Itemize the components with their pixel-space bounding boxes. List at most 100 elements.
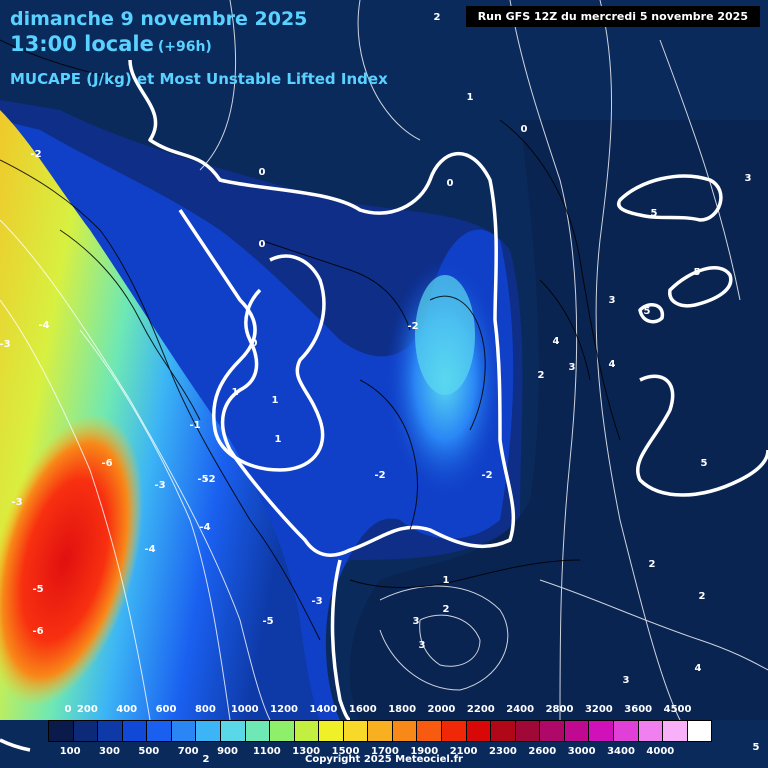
colorbar-swatch	[687, 721, 712, 741]
colorbar-tick: 600	[155, 704, 177, 715]
contour-label: 3	[413, 616, 420, 627]
cape-east-core	[415, 275, 475, 395]
colorbar-tick: 4500	[663, 704, 692, 715]
colorbar-tick: 3200	[584, 704, 613, 715]
contour-label: -6	[32, 626, 43, 637]
contour-label: -2	[407, 321, 418, 332]
colorbar-swatch	[98, 721, 123, 741]
contour-label: 5	[694, 267, 701, 278]
contour-label: -4	[144, 544, 155, 555]
contour-label: 5	[701, 458, 708, 469]
contour-label: 1	[275, 434, 282, 445]
colorbar-swatch	[220, 721, 246, 741]
contour-label: 3	[745, 173, 752, 184]
colorbar-swatch	[663, 721, 688, 741]
colorbar-swatch	[491, 721, 516, 741]
contour-label: 2	[434, 12, 441, 23]
contour-label: -1	[189, 420, 200, 431]
contour-label: 3	[623, 675, 630, 686]
colorbar-tick: 3000	[567, 746, 596, 757]
run-info-box: Run GFS 12Z du mercredi 5 novembre 2025	[465, 6, 760, 27]
colorbar-bottom-ticks: 100 300 500 700 900 1100 1300 1500 1700 1900 2100 2…	[48, 746, 712, 758]
colorbar-swatch	[392, 721, 418, 741]
colorbar-tick: 3600	[624, 704, 653, 715]
colorbar-tick: 2300	[489, 746, 517, 757]
colorbar-swatch	[343, 721, 369, 741]
contour-label: 4	[553, 336, 560, 347]
contour-label: 0	[259, 167, 266, 178]
contour-label: -2	[374, 470, 385, 481]
contour-label: 5	[644, 306, 651, 317]
colorbar-tick: 300	[99, 746, 120, 757]
contour-label: 3	[569, 362, 576, 373]
colorbar-swatch	[270, 721, 295, 741]
colorbar-tick: 1100	[252, 746, 281, 757]
contour-label: 1	[467, 92, 474, 103]
colorbar-swatch	[49, 721, 74, 741]
contour-label: 2	[203, 754, 210, 765]
contour-label: 4	[609, 359, 616, 370]
colorbar-swatch	[73, 721, 99, 741]
colorbar-swatch	[171, 721, 197, 741]
li-zero-contours	[0, 59, 768, 752]
contour-label: 0	[251, 338, 258, 349]
contour-label: 2	[649, 559, 656, 570]
contour-label: 3	[609, 295, 616, 306]
colorbar-swatch	[368, 721, 393, 741]
colorbar-tick: 2800	[545, 704, 574, 715]
contour-label: 5	[651, 208, 658, 219]
forecast-time-label: 13:00 locale	[10, 32, 154, 56]
colorbar-swatch	[245, 721, 271, 741]
cape-max-core	[0, 413, 143, 707]
contour-label: 1	[443, 575, 450, 586]
colorbar-tick: 2600	[528, 746, 557, 757]
colorbar-swatch	[147, 721, 172, 741]
colorbar-swatches	[48, 720, 712, 742]
contour-label: -2	[481, 470, 492, 481]
contour-label: -3	[154, 480, 165, 491]
contour-label: -4	[38, 320, 49, 331]
colorbar-tick: 2000	[427, 704, 456, 715]
colorbar-swatch	[466, 721, 492, 741]
colorbar-swatch	[638, 721, 664, 741]
colorbar-swatch	[540, 721, 565, 741]
colorbar-tick: 900	[217, 746, 238, 757]
contour-label: 1	[232, 387, 239, 398]
contour-label: 1	[272, 395, 279, 406]
colorbar-tick: 400	[116, 704, 138, 715]
contour-label: -3	[0, 339, 11, 350]
contour-label: 2	[538, 370, 545, 381]
copyright: Copyright 2025 Meteociel.fr	[305, 754, 463, 765]
contour-label: 3	[419, 640, 426, 651]
colorbar-swatch	[122, 721, 148, 741]
colorbar-swatch	[319, 721, 344, 741]
colorbar-tick: 3400	[607, 746, 635, 757]
isolines	[0, 0, 768, 721]
colorbar-tick: 1700	[370, 746, 399, 757]
colorbar-tick: 2400	[506, 704, 535, 715]
colorbar-swatch	[196, 721, 221, 741]
forecast-time: 13:00 locale (+96h)	[10, 32, 212, 56]
colorbar-tick: 1400	[309, 704, 338, 715]
contour-label: 4	[695, 663, 702, 674]
colorbar-tick: 2200	[466, 704, 495, 715]
colorbar-top-ticks: 0 200 400 600 800 1000 1200 1400 1600 1800 2000 220…	[48, 704, 712, 716]
colorbar-swatch	[294, 721, 320, 741]
colorbar	[48, 720, 712, 742]
contour-labels: 2100000-2-2-4-3-6-3-4-3-5-6-5-4-5-3-1-2-…	[0, 12, 760, 765]
colorbar-swatch	[589, 721, 614, 741]
contour-label: -4	[199, 522, 210, 533]
contour-label: -6	[101, 458, 112, 469]
colorbar-tick: 1300	[292, 746, 321, 757]
colorbar-tick: 2100	[449, 746, 478, 757]
colorbar-tick: 1600	[348, 704, 377, 715]
contour-label: 2	[443, 604, 450, 615]
colorbar-tick: 4000	[646, 746, 675, 757]
colorbar-swatch	[613, 721, 639, 741]
colorbar-swatch	[417, 721, 442, 741]
contour-label: -5	[32, 584, 43, 595]
parameter-title: MUCAPE (J/kg) et Most Unstable Lifted In…	[10, 70, 388, 88]
colorbar-tick: 800	[194, 704, 216, 715]
colorbar-swatch	[564, 721, 590, 741]
colorbar-tick: 100	[59, 746, 81, 757]
